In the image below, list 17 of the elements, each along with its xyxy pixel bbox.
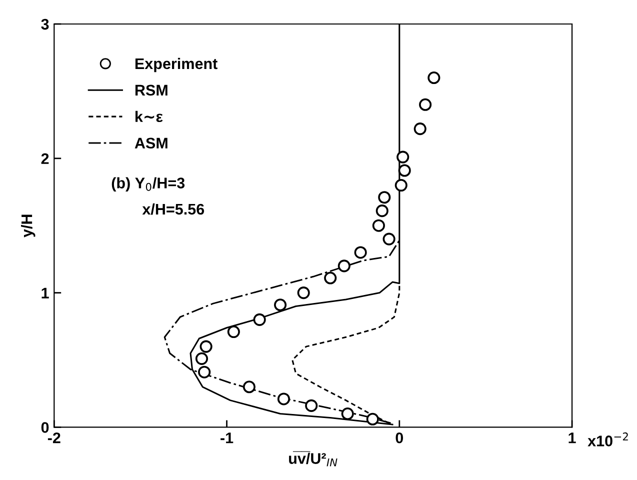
- x-tick-label: -1: [220, 432, 234, 444]
- text: x10$^{−2}$: [588, 432, 628, 446]
- legend-label: ASM: [134, 138, 168, 149]
- annotation: x/H=5.56: [142, 203, 204, 215]
- legend-label: k∼ε: [136, 110, 163, 122]
- annotation: (b) Y$_{0}$/H=3: [112, 177, 185, 192]
- y-tick-label: 3: [41, 18, 49, 30]
- x-axis-title: u̅v̅/U²$_{IN}$: [289, 451, 338, 466]
- legend-label: RSM: [135, 84, 168, 96]
- x-tick-label: 0: [396, 432, 404, 444]
- x-tick-label: 1: [568, 432, 576, 444]
- y-axis-title: y/H: [20, 214, 36, 238]
- legend-label: Experiment: [135, 58, 218, 72]
- y-tick-label: 0: [41, 422, 49, 433]
- y-tick-label: 1: [42, 288, 49, 298]
- y-tick-label: 2: [41, 153, 49, 164]
- x-tick-label: -2: [48, 432, 60, 444]
